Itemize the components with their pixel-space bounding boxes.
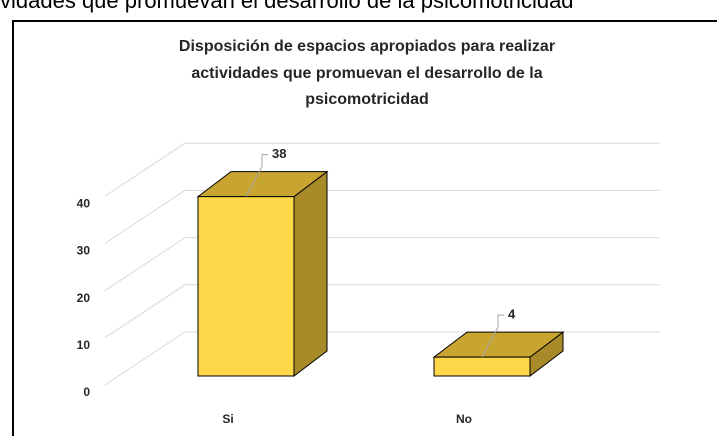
bar-side — [293, 170, 328, 378]
grid-line — [104, 142, 660, 197]
chart-frame — [12, 20, 717, 436]
grid-line — [104, 237, 660, 292]
y-tick-label: 30 — [77, 244, 91, 258]
grid-line — [104, 284, 660, 339]
y-tick-label: 40 — [77, 196, 91, 210]
bar — [433, 356, 531, 377]
chart-title-line: actividades que promuevan el desarrollo … — [191, 65, 542, 82]
leader-line — [481, 314, 504, 358]
data-label: 4 — [508, 307, 516, 322]
x-tick-label: No — [456, 412, 472, 426]
y-tick-label: 10 — [77, 338, 91, 352]
cropped-heading: vidades que promuevan el desarrollo de l… — [0, 0, 574, 13]
data-label: 38 — [272, 146, 286, 161]
leader-line — [245, 154, 268, 197]
chart-title-line: psicomotricidad — [305, 91, 429, 108]
bar — [197, 196, 295, 377]
y-tick-label: 0 — [83, 385, 90, 399]
grid-line — [104, 189, 660, 244]
x-tick-label: Si — [222, 412, 233, 426]
chart-title-line: Disposición de espacios apropiados para … — [179, 38, 555, 55]
y-tick-label: 20 — [77, 291, 91, 305]
